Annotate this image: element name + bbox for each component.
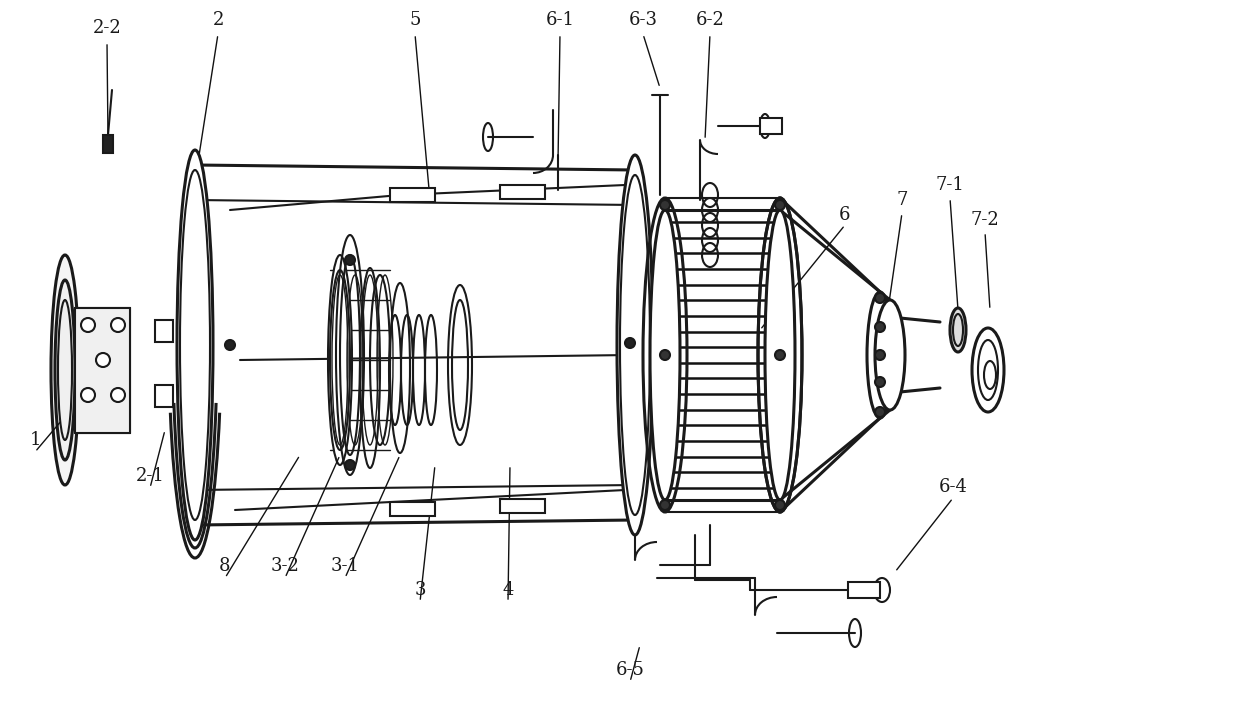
Text: 2-1: 2-1	[135, 467, 165, 485]
Text: 2-2: 2-2	[93, 19, 122, 37]
Bar	[103, 135, 113, 153]
Circle shape	[775, 500, 785, 510]
Circle shape	[345, 255, 355, 265]
Circle shape	[875, 377, 885, 387]
Text: 1: 1	[30, 431, 41, 449]
Circle shape	[224, 340, 236, 350]
Ellipse shape	[650, 210, 680, 500]
Bar	[74, 308, 130, 433]
Circle shape	[875, 293, 885, 303]
Text: 7: 7	[897, 191, 908, 209]
Circle shape	[660, 500, 670, 510]
Circle shape	[775, 350, 785, 360]
Circle shape	[660, 200, 670, 210]
Ellipse shape	[51, 255, 79, 485]
Text: 2: 2	[212, 11, 223, 29]
Text: 4: 4	[502, 581, 513, 599]
Text: 6-3: 6-3	[629, 11, 657, 29]
Text: 7-2: 7-2	[971, 211, 999, 229]
Circle shape	[112, 388, 125, 402]
Bar	[500, 185, 546, 199]
Ellipse shape	[950, 308, 966, 352]
Text: 7-1: 7-1	[935, 176, 965, 194]
Circle shape	[875, 322, 885, 332]
Bar	[500, 499, 546, 513]
Text: 5: 5	[409, 11, 420, 29]
Text: 6-4: 6-4	[939, 478, 967, 496]
Text: 6-2: 6-2	[696, 11, 724, 29]
Ellipse shape	[875, 300, 905, 410]
Text: 6-1: 6-1	[546, 11, 574, 29]
Bar	[391, 502, 435, 516]
Circle shape	[625, 338, 635, 348]
Bar	[155, 385, 174, 407]
Text: 3-2: 3-2	[270, 557, 299, 575]
Circle shape	[95, 353, 110, 367]
Ellipse shape	[618, 155, 653, 535]
Ellipse shape	[972, 328, 1004, 412]
Ellipse shape	[765, 210, 795, 500]
Circle shape	[875, 350, 885, 360]
Circle shape	[345, 460, 355, 470]
Ellipse shape	[177, 150, 213, 540]
Circle shape	[660, 350, 670, 360]
Bar	[848, 582, 880, 598]
Circle shape	[875, 407, 885, 417]
Text: 3-1: 3-1	[331, 557, 360, 575]
Text: 6: 6	[839, 206, 851, 224]
Bar	[760, 118, 782, 134]
Circle shape	[81, 318, 95, 332]
Bar	[155, 320, 174, 342]
Text: 8: 8	[219, 557, 231, 575]
Ellipse shape	[55, 280, 74, 460]
Circle shape	[81, 388, 95, 402]
Circle shape	[775, 200, 785, 210]
Text: 3: 3	[414, 581, 425, 599]
Bar	[391, 188, 435, 202]
Text: 6-5: 6-5	[615, 661, 645, 679]
Circle shape	[112, 318, 125, 332]
Ellipse shape	[978, 340, 998, 400]
Ellipse shape	[329, 255, 352, 465]
